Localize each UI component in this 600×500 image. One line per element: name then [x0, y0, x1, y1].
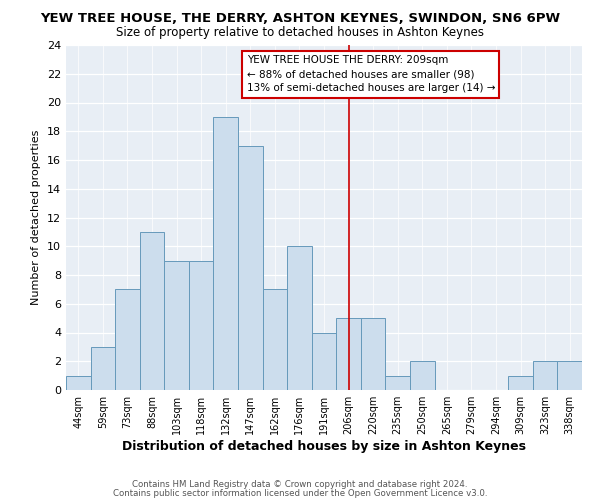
Text: Contains public sector information licensed under the Open Government Licence v3: Contains public sector information licen… — [113, 488, 487, 498]
Bar — [91, 347, 115, 390]
Text: YEW TREE HOUSE THE DERRY: 209sqm
← 88% of detached houses are smaller (98)
13% o: YEW TREE HOUSE THE DERRY: 209sqm ← 88% o… — [247, 56, 495, 94]
Bar — [140, 232, 164, 390]
Bar — [361, 318, 385, 390]
Bar — [238, 146, 263, 390]
Bar — [263, 290, 287, 390]
Bar — [533, 361, 557, 390]
Text: Size of property relative to detached houses in Ashton Keynes: Size of property relative to detached ho… — [116, 26, 484, 39]
Bar — [336, 318, 361, 390]
Bar — [557, 361, 582, 390]
Bar — [312, 332, 336, 390]
Bar — [410, 361, 434, 390]
Bar — [214, 117, 238, 390]
Bar — [115, 290, 140, 390]
Text: Contains HM Land Registry data © Crown copyright and database right 2024.: Contains HM Land Registry data © Crown c… — [132, 480, 468, 489]
Y-axis label: Number of detached properties: Number of detached properties — [31, 130, 41, 305]
Bar — [189, 260, 214, 390]
Bar — [66, 376, 91, 390]
Bar — [385, 376, 410, 390]
Text: YEW TREE HOUSE, THE DERRY, ASHTON KEYNES, SWINDON, SN6 6PW: YEW TREE HOUSE, THE DERRY, ASHTON KEYNES… — [40, 12, 560, 26]
Bar — [164, 260, 189, 390]
X-axis label: Distribution of detached houses by size in Ashton Keynes: Distribution of detached houses by size … — [122, 440, 526, 453]
Bar — [508, 376, 533, 390]
Bar — [287, 246, 312, 390]
